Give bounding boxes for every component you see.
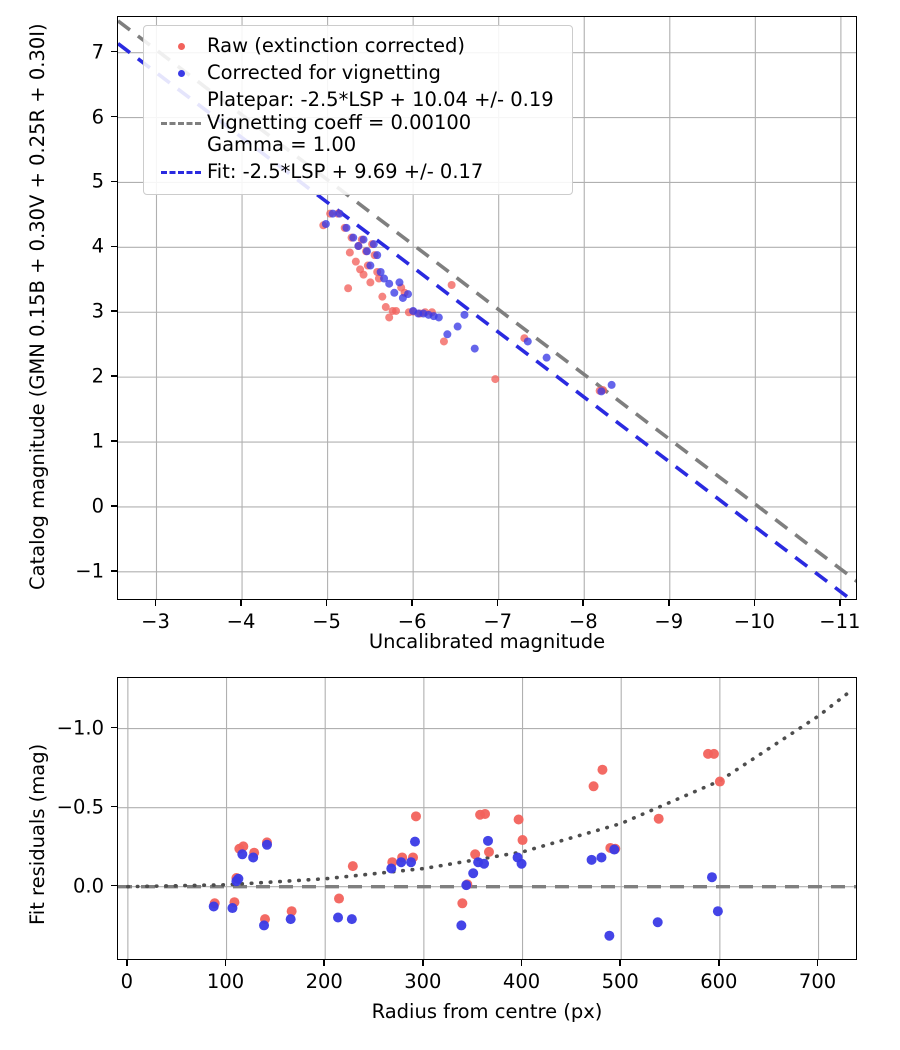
y-tick-mark bbox=[111, 440, 117, 442]
x-tick-label: −11 bbox=[819, 610, 861, 633]
x-tick-mark bbox=[667, 600, 670, 606]
x-tick-label: −10 bbox=[733, 610, 775, 633]
legend-entry-raw: Raw (extinction corrected) bbox=[155, 33, 561, 60]
y-tick-label: 0 bbox=[91, 494, 104, 518]
x-tick-label: 0 bbox=[120, 970, 134, 993]
y-tick-label: 6 bbox=[91, 105, 104, 129]
x-tick-label: 200 bbox=[305, 970, 343, 993]
y-tick-label: −1 bbox=[75, 559, 104, 583]
x-tick-mark bbox=[126, 960, 128, 966]
y-tick-mark bbox=[111, 115, 117, 118]
x-tick-mark bbox=[718, 960, 720, 966]
legend-label-platepar-line1: Platepar: -2.5*LSP + 10.04 +/- 0.19 bbox=[207, 88, 554, 112]
legend-label-fit: Fit: -2.5*LSP + 9.69 +/- 0.17 bbox=[207, 160, 484, 184]
y-tick-mark bbox=[111, 726, 117, 729]
legend-label-platepar-line2: Vignetting coeff = 0.00100 bbox=[207, 110, 472, 134]
x-tick-mark bbox=[422, 960, 424, 966]
x-tick-label: 600 bbox=[700, 970, 738, 993]
x-tick-mark bbox=[323, 960, 325, 966]
x-tick-label: −3 bbox=[141, 610, 170, 633]
x-tick-label: −5 bbox=[312, 610, 341, 633]
legend-entry-fit: Fit: -2.5*LSP + 9.69 +/- 0.17 bbox=[155, 159, 561, 186]
scatter-series bbox=[321, 209, 616, 396]
top-x-axis-label: Uncalibrated magnitude bbox=[368, 630, 606, 653]
y-tick-label: 2 bbox=[91, 364, 104, 388]
y-tick-label: 1 bbox=[91, 429, 104, 453]
x-tick-label: −8 bbox=[568, 610, 598, 633]
blue-dot-icon bbox=[155, 70, 207, 77]
blue-dashed-line-icon bbox=[155, 171, 207, 174]
x-tick-label: 500 bbox=[601, 970, 639, 993]
x-tick-label: −9 bbox=[654, 610, 684, 633]
x-tick-mark bbox=[325, 600, 328, 606]
x-tick-label: 100 bbox=[206, 970, 245, 993]
x-tick-mark bbox=[619, 960, 621, 966]
y-tick-mark bbox=[111, 310, 117, 313]
scatter-series bbox=[208, 835, 723, 941]
top-y-axis-label: Catalog magnitude (GMN 0.15B + 0.30V + 0… bbox=[26, 23, 49, 590]
y-tick-label: 4 bbox=[91, 234, 104, 258]
y-tick-mark bbox=[111, 805, 117, 808]
legend-entry-platepar: Platepar: -2.5*LSP + 10.04 +/- 0.19 Vign… bbox=[155, 87, 561, 159]
x-tick-mark bbox=[496, 600, 499, 606]
y-tick-mark bbox=[111, 505, 117, 507]
x-tick-mark bbox=[154, 600, 157, 606]
bottom-plot-canvas bbox=[118, 678, 856, 959]
legend-label-raw: Raw (extinction corrected) bbox=[207, 34, 465, 58]
x-tick-mark bbox=[411, 600, 413, 606]
x-tick-mark bbox=[753, 600, 756, 606]
x-tick-label: −7 bbox=[483, 610, 513, 633]
x-tick-mark bbox=[582, 600, 585, 606]
y-tick-mark bbox=[111, 570, 117, 572]
y-tick-label: 3 bbox=[91, 299, 104, 323]
gray-dashed-line-icon bbox=[155, 121, 207, 125]
x-tick-mark bbox=[816, 960, 819, 966]
fit-residuals-plot bbox=[117, 677, 857, 960]
scatter-series bbox=[209, 748, 725, 925]
legend-entry-corrected: Corrected for vignetting bbox=[155, 60, 561, 87]
bottom-y-axis-label: Fit residuals (mag) bbox=[26, 743, 49, 925]
y-tick-mark bbox=[111, 50, 117, 53]
x-tick-mark bbox=[839, 600, 841, 606]
y-tick-mark bbox=[111, 180, 117, 183]
y-tick-label: 0.0 bbox=[72, 874, 104, 898]
x-tick-label: 700 bbox=[798, 970, 837, 993]
y-tick-label: 7 bbox=[91, 40, 104, 64]
x-tick-mark bbox=[224, 960, 227, 966]
legend-label-platepar: Platepar: -2.5*LSP + 10.04 +/- 0.19 Vign… bbox=[207, 88, 554, 157]
y-tick-mark bbox=[111, 884, 117, 887]
top-plot-legend: Raw (extinction corrected) Corrected for… bbox=[143, 25, 573, 195]
y-tick-mark bbox=[111, 375, 117, 377]
x-tick-mark bbox=[240, 600, 242, 606]
x-tick-mark bbox=[520, 960, 523, 966]
x-tick-label: 300 bbox=[404, 970, 442, 993]
y-tick-label: 5 bbox=[91, 169, 104, 193]
y-tick-label: −1.0 bbox=[56, 716, 104, 740]
x-tick-label: 400 bbox=[502, 970, 541, 993]
legend-label-corrected: Corrected for vignetting bbox=[207, 61, 441, 85]
red-dot-icon bbox=[155, 43, 207, 50]
bottom-x-axis-label: Radius from centre (px) bbox=[371, 1000, 603, 1023]
legend-label-platepar-line3: Gamma = 1.00 bbox=[207, 133, 357, 157]
x-tick-label: −4 bbox=[226, 610, 256, 633]
y-tick-label: −0.5 bbox=[56, 795, 104, 819]
y-tick-mark bbox=[111, 245, 117, 248]
x-tick-label: −6 bbox=[397, 610, 427, 633]
